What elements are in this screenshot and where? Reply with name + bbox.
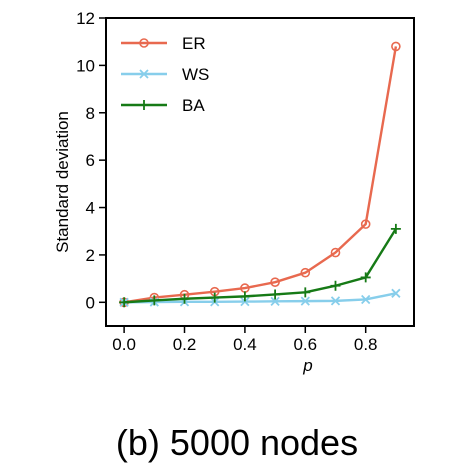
y-tick-label: 0 xyxy=(86,293,95,312)
legend-item-er: ER xyxy=(121,34,206,53)
data-point-ws xyxy=(391,288,401,298)
x-tick-label: 0.8 xyxy=(354,335,378,354)
legend-label: BA xyxy=(182,96,205,115)
data-point-ba xyxy=(300,287,311,298)
data-point-ba xyxy=(390,223,401,234)
data-point-er xyxy=(270,277,280,287)
series-er xyxy=(119,41,401,308)
legend-marker xyxy=(139,38,149,48)
y-tick-label: 4 xyxy=(86,199,95,218)
chart: 0.0 0.2 0.4 0.6 0.8 0 2 4 6 8 10 12 p Standard deviat… xyxy=(53,9,415,375)
series-ba xyxy=(119,223,401,308)
series-line-er xyxy=(123,46,398,304)
data-point-ba xyxy=(209,292,220,303)
data-point-ba xyxy=(239,291,250,302)
y-tick-label: 12 xyxy=(76,9,95,28)
data-point-ws xyxy=(300,296,310,306)
legend-marker xyxy=(139,69,149,79)
data-point-er xyxy=(300,267,311,278)
legend-item-ba: BA xyxy=(121,96,205,115)
legend-item-ws: WS xyxy=(121,65,209,84)
legend-label: ER xyxy=(182,34,206,53)
data-point-ws xyxy=(361,294,371,305)
x-tick-label: 0.0 xyxy=(112,335,136,354)
data-point-ws xyxy=(330,296,341,306)
data-point-ba xyxy=(119,297,130,308)
series-line-ws xyxy=(124,292,397,304)
y-tick-label: 6 xyxy=(86,151,95,170)
series-line-ba xyxy=(124,228,397,304)
data-point-er xyxy=(391,41,401,52)
data-point-ba xyxy=(330,280,341,291)
y-axis-title: Standard deviation xyxy=(53,111,72,253)
x-axis-title: p xyxy=(302,356,312,375)
plot-frame xyxy=(105,17,415,327)
data-point-ba xyxy=(360,272,371,283)
x-tick-label: 0.4 xyxy=(233,335,257,354)
data-point-ws xyxy=(240,296,250,307)
x-tick-label: 0.2 xyxy=(173,335,197,354)
y-tick-label: 10 xyxy=(76,56,95,75)
x-tick-label: 0.6 xyxy=(293,335,317,354)
data-point-ba xyxy=(179,293,190,304)
legend-marker xyxy=(139,100,149,110)
data-point-ws xyxy=(270,296,280,306)
legend: ER WS BA xyxy=(121,34,209,115)
data-point-er xyxy=(330,247,341,258)
legend-label: WS xyxy=(182,65,209,84)
y-tick-label: 8 xyxy=(86,104,95,123)
data-point-ba xyxy=(149,295,160,306)
figure-caption: (b) 5000 nodes xyxy=(115,422,359,463)
data-point-ba xyxy=(270,289,281,300)
data-point-er xyxy=(360,219,371,229)
y-tick-label: 2 xyxy=(86,246,95,265)
plot-layer: 0.0 0.2 0.4 0.6 0.8 0 2 4 6 8 10 12 p Standard deviat… xyxy=(53,9,415,375)
